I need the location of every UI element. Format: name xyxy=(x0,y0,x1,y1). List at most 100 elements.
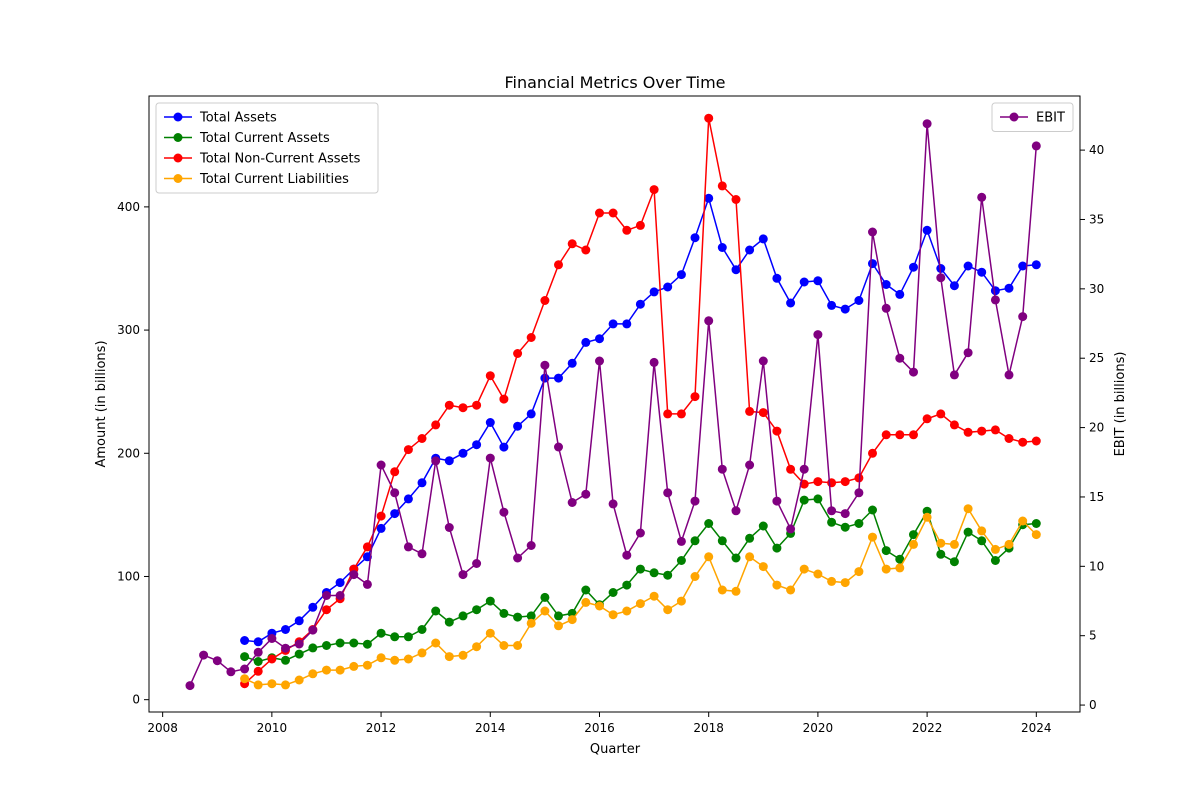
data-point xyxy=(704,519,714,528)
data-point xyxy=(608,588,618,597)
data-point xyxy=(963,427,973,437)
data-point xyxy=(417,625,427,634)
series-total-current-assets xyxy=(240,494,1041,666)
legend-entry: Total Assets xyxy=(164,111,277,126)
data-point xyxy=(881,564,891,574)
data-point xyxy=(499,608,509,618)
data-point xyxy=(581,585,591,595)
data-point xyxy=(431,420,441,430)
data-point xyxy=(253,637,263,647)
data-point xyxy=(526,333,536,342)
data-point xyxy=(717,464,727,474)
data-point xyxy=(690,233,700,243)
data-point xyxy=(745,552,755,562)
data-point xyxy=(513,421,523,431)
data-point xyxy=(431,638,441,648)
data-point xyxy=(786,585,796,595)
data-point xyxy=(362,579,372,589)
data-point xyxy=(663,605,673,615)
data-point xyxy=(731,265,741,275)
data-point xyxy=(267,634,277,643)
data-point xyxy=(827,517,837,527)
data-point xyxy=(895,563,905,573)
data-point xyxy=(362,639,372,649)
data-point xyxy=(635,599,645,609)
legend-label: EBIT xyxy=(1036,111,1065,126)
data-point xyxy=(895,554,905,564)
legend-entry: Total Current Liabilities xyxy=(164,172,349,187)
data-point xyxy=(349,661,359,671)
data-point xyxy=(417,648,427,658)
data-point xyxy=(922,225,932,235)
data-point xyxy=(717,243,727,252)
data-point xyxy=(990,425,1000,435)
data-point xyxy=(308,602,318,612)
series-line xyxy=(244,118,1037,685)
data-point xyxy=(922,119,932,129)
data-point xyxy=(240,664,250,674)
data-point xyxy=(240,674,250,684)
data-point xyxy=(417,434,427,443)
data-point xyxy=(349,570,359,580)
data-point xyxy=(308,625,318,635)
data-point xyxy=(731,506,741,516)
data-point xyxy=(444,652,454,662)
data-point xyxy=(622,550,632,560)
data-point xyxy=(458,403,468,413)
data-point xyxy=(526,541,536,550)
data-point xyxy=(936,264,946,273)
data-point xyxy=(595,208,604,218)
data-point xyxy=(840,477,850,487)
y-axis-label: Amount (in billions) xyxy=(94,340,109,467)
data-point xyxy=(663,409,673,419)
data-point xyxy=(827,576,837,586)
data-point xyxy=(322,605,331,615)
data-point xyxy=(758,521,768,531)
x-tick-label: 2014 xyxy=(475,721,506,735)
data-point xyxy=(909,530,918,540)
series-ebit xyxy=(185,119,1041,691)
data-point xyxy=(690,496,700,506)
data-point xyxy=(308,669,318,679)
data-point xyxy=(485,371,495,381)
data-point xyxy=(772,496,782,506)
data-point xyxy=(567,498,577,507)
data-point xyxy=(595,334,604,344)
data-point xyxy=(472,642,482,652)
data-point xyxy=(1004,370,1014,380)
data-point xyxy=(1031,436,1041,446)
data-point xyxy=(827,506,837,516)
x-tick-label: 2010 xyxy=(257,721,288,735)
data-point xyxy=(417,478,427,488)
x-tick-label: 2012 xyxy=(366,721,397,735)
data-point xyxy=(362,660,372,670)
data-point xyxy=(868,505,877,515)
y2-tick-label: 30 xyxy=(1089,282,1104,296)
data-point xyxy=(909,430,918,440)
data-point xyxy=(1031,260,1041,270)
data-point xyxy=(376,653,386,663)
legend-label: Total Assets xyxy=(199,111,277,126)
data-point xyxy=(717,536,727,546)
data-point xyxy=(472,559,482,568)
data-point xyxy=(977,192,987,202)
data-point xyxy=(431,606,441,616)
data-point xyxy=(403,494,413,504)
legend-swatch-marker xyxy=(173,133,183,142)
data-point xyxy=(513,553,523,563)
data-point xyxy=(376,511,386,521)
data-point xyxy=(403,632,413,642)
data-point xyxy=(731,195,741,204)
data-point xyxy=(526,409,536,419)
data-point xyxy=(499,394,509,404)
data-point xyxy=(444,523,454,532)
data-point xyxy=(554,611,563,621)
data-point xyxy=(499,507,509,517)
data-point xyxy=(513,641,523,650)
data-point xyxy=(472,400,482,410)
data-point xyxy=(758,562,768,572)
data-point xyxy=(676,409,686,419)
data-point xyxy=(977,426,987,436)
data-point xyxy=(649,591,659,601)
series-total-current-liabilities xyxy=(240,504,1041,690)
